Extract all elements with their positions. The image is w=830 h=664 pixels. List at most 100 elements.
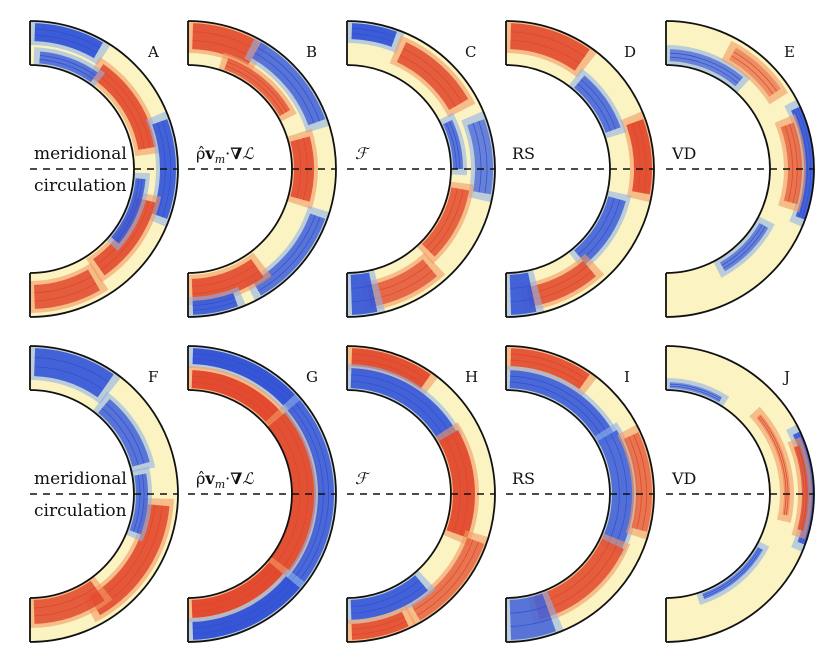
contour-line (577, 83, 611, 132)
contour-field (347, 346, 489, 642)
contour-line (34, 276, 93, 294)
contour-line (669, 385, 721, 401)
contour-line (99, 68, 151, 148)
label-bg (32, 500, 128, 522)
contour-line (399, 55, 456, 107)
inner-boundary (29, 389, 135, 599)
contour-line (510, 359, 584, 385)
contour-line (34, 28, 101, 49)
term-label: RS (512, 469, 535, 488)
contour-field (506, 21, 654, 317)
contour-line (402, 48, 463, 103)
contour-line (192, 264, 256, 287)
contour-line (192, 270, 260, 294)
label-bg (32, 466, 128, 488)
contour-line (472, 123, 482, 193)
contour-line (510, 353, 587, 380)
contour-line (192, 353, 297, 404)
panel-g: Gρ̂vm·∇ℒ (187, 345, 337, 643)
contour-line (34, 357, 109, 383)
contour-line (351, 585, 424, 614)
contour-band (111, 178, 146, 244)
shell-background (666, 346, 814, 642)
contour-line (510, 605, 547, 614)
shell-background (506, 21, 654, 317)
contour-line (721, 224, 763, 266)
contour-line (797, 445, 807, 531)
contour-line (351, 33, 394, 43)
inner-boundary (187, 389, 293, 599)
contour-line (96, 73, 145, 149)
term-label-line2: circulation (34, 501, 127, 521)
contour-band (350, 368, 457, 441)
contour-band (669, 49, 744, 87)
contour-band (509, 272, 537, 315)
contour-line (425, 188, 458, 249)
term-label-line2: circulation (34, 176, 127, 196)
contour-band (34, 348, 114, 398)
panel-letter: E (784, 43, 795, 61)
contour-line (723, 226, 766, 269)
contour-band (729, 47, 781, 97)
contour-field (347, 21, 495, 317)
contour-band (33, 580, 105, 624)
contour-line (136, 474, 145, 534)
panel-letter: C (465, 43, 476, 61)
contour-line (257, 47, 320, 122)
contour-band (191, 562, 283, 618)
contour-line (351, 285, 372, 289)
term-label: meridional (34, 469, 127, 489)
label-bg (32, 141, 128, 163)
panel-letter: F (148, 368, 158, 386)
panel-e: E VD (665, 20, 815, 318)
contour-line (669, 383, 722, 400)
contour-line (670, 52, 741, 81)
contour-line (448, 121, 461, 170)
panel-i: I RS (505, 345, 655, 643)
contour-line (702, 547, 760, 596)
contour-band (39, 51, 98, 83)
contour-line (191, 565, 275, 607)
term-label: RS (512, 144, 535, 163)
contour-line (789, 123, 798, 204)
contour-line (628, 436, 642, 530)
contour-line (101, 407, 139, 466)
term-label: ρ̂vm·∇ℒ (196, 144, 254, 166)
contour-line (669, 56, 739, 84)
contour-line (351, 298, 375, 302)
contour-line (225, 65, 284, 115)
contour-line (510, 375, 609, 436)
contour-line (510, 285, 531, 289)
contour-band (191, 259, 264, 301)
contour-band (510, 23, 590, 71)
contour-line (603, 437, 620, 543)
term-label: VD (671, 144, 696, 163)
contour-line (192, 583, 296, 635)
contour-band (509, 593, 556, 640)
contour-line (703, 548, 762, 598)
contour-line (510, 31, 586, 57)
contour-band (623, 432, 652, 532)
contour-line (351, 353, 428, 380)
contour-line (416, 541, 479, 616)
contour-band (351, 348, 431, 390)
contour-line (351, 621, 407, 635)
contour-line (192, 297, 235, 306)
contour-line (351, 374, 451, 435)
contour-band (533, 538, 624, 620)
term-label: ρ̂vm·∇ℒ (196, 469, 254, 491)
contour-line (132, 474, 141, 532)
contour-line (192, 375, 279, 419)
contour-line (759, 415, 789, 516)
panel-h: Hℱ (346, 345, 496, 643)
contour-line (631, 123, 641, 193)
inner-boundary (665, 64, 771, 274)
contour-line (509, 381, 604, 439)
contour-line (192, 579, 291, 629)
contour-line (451, 433, 469, 536)
contour-band (350, 272, 378, 315)
contour-line (296, 139, 301, 199)
panel-letter: J (782, 368, 790, 386)
